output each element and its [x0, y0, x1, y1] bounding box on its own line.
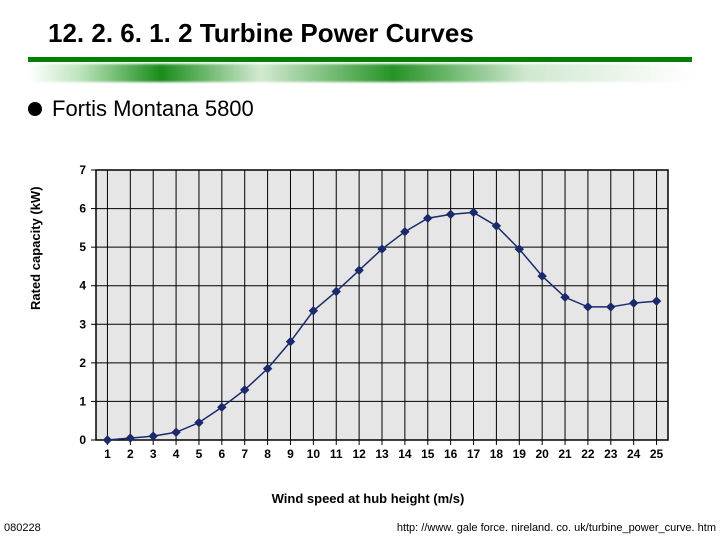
svg-text:14: 14 [398, 447, 412, 461]
footer-date: 080228 [4, 522, 41, 534]
footer-url: http: //www. gale force. nireland. co. u… [397, 522, 716, 534]
slide-title: 12. 2. 6. 1. 2 Turbine Power Curves [48, 18, 474, 48]
svg-text:21: 21 [558, 447, 572, 461]
svg-text:4: 4 [79, 279, 86, 293]
svg-text:4: 4 [173, 447, 180, 461]
subtitle-text: Fortis Montana 5800 [52, 96, 254, 122]
svg-text:13: 13 [375, 447, 389, 461]
svg-text:20: 20 [535, 447, 549, 461]
svg-text:22: 22 [581, 447, 595, 461]
power-curve-chart: Rated capacity (kW) 12345678910111213141… [48, 160, 688, 500]
svg-text:6: 6 [79, 202, 86, 216]
x-axis-label: Wind speed at hub height (m/s) [48, 491, 688, 506]
svg-text:5: 5 [196, 447, 203, 461]
svg-text:6: 6 [218, 447, 225, 461]
svg-text:2: 2 [79, 356, 86, 370]
svg-text:18: 18 [490, 447, 504, 461]
svg-text:2: 2 [127, 447, 134, 461]
y-axis-label: Rated capacity (kW) [28, 186, 43, 310]
subtitle-row: Fortis Montana 5800 [28, 96, 720, 122]
svg-text:9: 9 [287, 447, 294, 461]
svg-text:7: 7 [241, 447, 248, 461]
svg-text:10: 10 [307, 447, 321, 461]
svg-text:19: 19 [513, 447, 527, 461]
svg-text:5: 5 [79, 240, 86, 254]
svg-text:17: 17 [467, 447, 481, 461]
svg-text:11: 11 [330, 447, 343, 461]
chart-svg: 1234567891011121314151617181920212223242… [48, 160, 688, 480]
bullet-icon [28, 102, 42, 116]
svg-text:1: 1 [79, 394, 86, 408]
svg-text:23: 23 [604, 447, 618, 461]
svg-text:24: 24 [627, 447, 641, 461]
svg-text:25: 25 [650, 447, 664, 461]
title-underline [28, 57, 692, 62]
svg-text:15: 15 [421, 447, 435, 461]
svg-text:0: 0 [79, 433, 86, 447]
svg-text:1: 1 [104, 447, 111, 461]
svg-text:3: 3 [79, 317, 86, 331]
svg-text:16: 16 [444, 447, 458, 461]
slide-title-block: 12. 2. 6. 1. 2 Turbine Power Curves [0, 0, 720, 49]
svg-text:3: 3 [150, 447, 157, 461]
decorative-smear [28, 64, 692, 82]
svg-text:7: 7 [79, 163, 86, 177]
svg-text:8: 8 [264, 447, 271, 461]
svg-text:12: 12 [352, 447, 366, 461]
